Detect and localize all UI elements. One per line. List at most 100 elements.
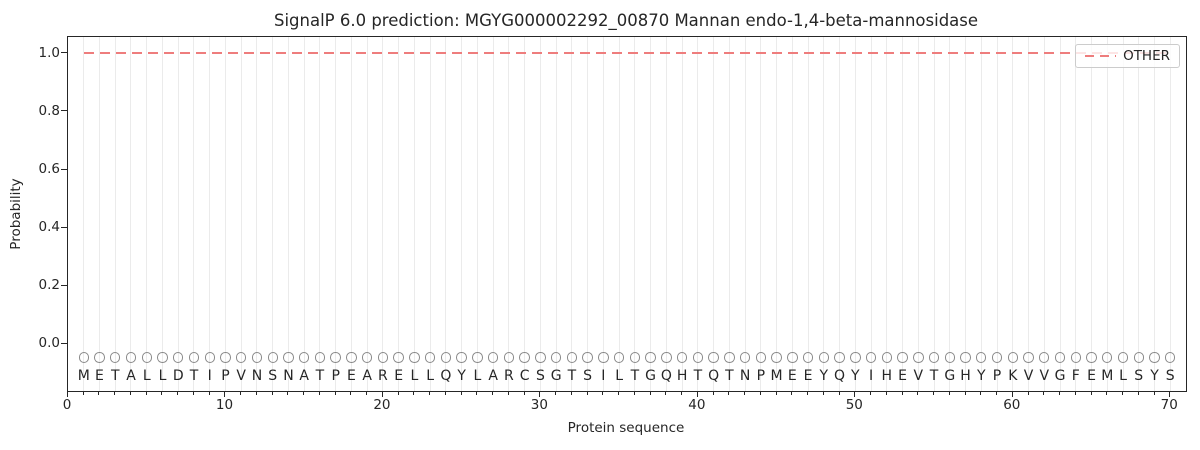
x-minor-tick: [192, 392, 194, 395]
gridline: [917, 37, 919, 391]
residue-marker: [928, 352, 940, 363]
residue-marker: [487, 352, 499, 363]
residue-letter: E: [787, 367, 797, 384]
residue-letter: T: [693, 367, 703, 384]
residue-letter: T: [189, 367, 199, 384]
x-minor-tick: [255, 392, 257, 395]
residue-letter: G: [944, 367, 956, 384]
x-minor-tick: [1074, 392, 1076, 395]
residue-marker: [739, 352, 751, 363]
x-minor-tick: [429, 392, 431, 395]
series-other-line: [83, 51, 1171, 54]
residue-marker: [913, 352, 924, 363]
residue-marker: [188, 352, 200, 363]
x-minor-tick: [649, 392, 651, 395]
residue-marker: [818, 352, 830, 363]
residue-marker: [1117, 352, 1129, 363]
residue-letter: V: [913, 367, 924, 384]
gridline: [1012, 37, 1014, 391]
x-minor-tick: [759, 392, 761, 395]
residue-letter: G: [550, 367, 562, 384]
gridline: [1028, 37, 1030, 391]
residue-marker: [1070, 352, 1081, 363]
residue-marker: [991, 352, 1003, 363]
residue-letter: V: [1023, 367, 1034, 384]
x-minor-tick: [791, 392, 793, 395]
gridline: [1122, 37, 1124, 391]
gridline: [807, 37, 809, 391]
x-minor-tick: [1137, 392, 1139, 395]
residue-marker: [629, 352, 641, 363]
residue-marker: [724, 352, 735, 363]
x-minor-tick: [397, 392, 399, 395]
x-minor-tick: [82, 392, 84, 395]
gridline: [161, 37, 163, 391]
residue-marker: [1007, 352, 1018, 363]
gridline: [177, 37, 179, 391]
residue-letter: A: [488, 367, 498, 384]
x-minor-tick: [350, 392, 352, 395]
x-minor-tick: [161, 392, 163, 395]
x-minor-tick: [838, 392, 840, 395]
x-minor-tick: [1059, 392, 1061, 395]
x-minor-tick: [523, 392, 525, 395]
x-minor-tick: [555, 392, 557, 395]
x-minor-tick: [822, 392, 824, 395]
gridline: [886, 37, 888, 391]
residue-letter: S: [268, 367, 278, 384]
y-tick-label: 1.0: [38, 44, 60, 61]
residue-marker: [550, 352, 562, 363]
x-tick-label: 30: [530, 397, 548, 413]
gridline: [1154, 37, 1155, 391]
y-tick-label: 0.2: [38, 277, 60, 294]
gridline: [398, 37, 400, 391]
residue-letter: P: [221, 367, 230, 384]
x-minor-tick: [933, 392, 935, 395]
residue-marker: [1102, 352, 1113, 363]
residue-marker: [787, 352, 798, 363]
x-minor-tick: [114, 392, 116, 395]
gridline: [272, 37, 274, 391]
grid-layer: [68, 37, 1186, 391]
residue-letter: H: [881, 367, 893, 384]
x-minor-tick: [208, 392, 210, 395]
y-tick-label: 0.0: [38, 335, 60, 352]
residue-letter: E: [803, 367, 813, 384]
residue-letter: N: [251, 367, 263, 384]
x-minor-tick: [665, 392, 667, 395]
y-major-tick: [61, 52, 67, 54]
y-major-tick: [61, 342, 67, 344]
residue-letter: R: [378, 367, 388, 384]
residue-marker: [424, 352, 436, 363]
x-minor-tick: [334, 392, 336, 395]
gridline: [1043, 37, 1045, 391]
x-minor-tick: [728, 392, 730, 395]
gridline: [697, 37, 699, 391]
gridline: [1106, 37, 1108, 391]
residue-marker: [204, 352, 215, 363]
residue-marker: [1039, 352, 1050, 363]
x-major-tick: [539, 392, 541, 397]
gridline: [650, 37, 652, 391]
residue-marker: [535, 352, 546, 363]
residue-marker: [834, 352, 845, 363]
residue-marker: [314, 352, 326, 363]
x-minor-tick: [1106, 392, 1108, 395]
x-major-tick: [381, 392, 383, 397]
residue-marker: [110, 352, 121, 363]
residue-marker: [361, 352, 373, 363]
residue-marker: [267, 352, 278, 363]
residue-letter: C: [519, 367, 530, 384]
x-minor-tick: [507, 392, 509, 395]
residue-marker: [503, 352, 515, 363]
residue-marker: [298, 352, 310, 363]
gridline: [949, 37, 951, 391]
gridline: [508, 37, 510, 391]
x-minor-tick: [964, 392, 966, 395]
residue-letter: T: [567, 367, 577, 384]
residue-marker: [566, 352, 578, 363]
residue-letter: S: [1134, 367, 1144, 384]
